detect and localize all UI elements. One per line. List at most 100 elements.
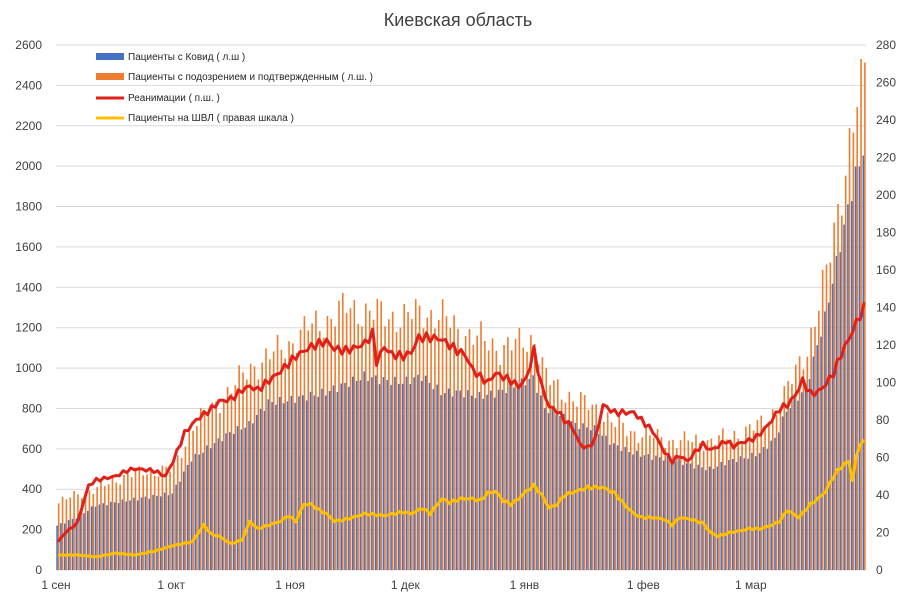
bar-suspected: [349, 308, 352, 570]
bar-suspected: [130, 477, 133, 570]
bar-covid: [87, 510, 89, 570]
bar-covid: [313, 395, 316, 570]
bar-covid: [597, 434, 600, 570]
bar-covid: [405, 376, 408, 570]
bar-covid: [325, 395, 327, 570]
bar-covid: [267, 399, 270, 570]
legend-label-suspected: Пациенты с подозрением и подтвержденным …: [128, 72, 373, 83]
chart-title: Киевская область: [384, 10, 533, 30]
bar-covid: [666, 455, 669, 570]
bar-covid: [417, 374, 419, 570]
x-tick-label: 1 мар: [735, 578, 767, 592]
bar-suspected: [199, 407, 202, 570]
bar-suspected: [437, 319, 440, 570]
bar-suspected: [722, 428, 724, 570]
bar-covid: [854, 166, 857, 571]
bar-suspected: [545, 368, 548, 570]
bar-suspected: [541, 357, 544, 570]
bar-covid: [213, 443, 216, 570]
left-tick-label: 1000: [15, 361, 42, 375]
bar-covid: [708, 466, 711, 570]
left-tick-label: 800: [22, 401, 42, 415]
bar-suspected: [365, 303, 367, 570]
x-tick-label: 1 ноя: [275, 578, 305, 592]
left-tick-label: 1200: [15, 321, 42, 335]
bar-covid: [574, 422, 577, 570]
bar-suspected: [779, 410, 782, 570]
bar-covid: [478, 392, 481, 570]
bar-covid: [524, 385, 527, 570]
right-tick-label: 80: [876, 413, 890, 427]
bar-suspected: [138, 466, 141, 570]
bar-covid: [298, 396, 300, 570]
bar-suspected: [257, 379, 260, 570]
bar-suspected: [295, 352, 298, 570]
bar-covid: [355, 380, 358, 570]
bar-suspected: [668, 440, 670, 570]
bar-suspected: [230, 393, 233, 570]
bar-suspected: [487, 350, 490, 570]
bar-covid: [470, 395, 473, 570]
bar-covid: [278, 397, 281, 570]
bar-suspected: [572, 401, 574, 570]
bar-suspected: [169, 471, 171, 570]
bar-suspected: [537, 364, 540, 570]
bar-suspected: [249, 363, 252, 570]
bar-covid: [259, 408, 262, 570]
bar-covid: [382, 377, 385, 570]
bar-covid: [413, 377, 415, 570]
bar-covid: [436, 384, 438, 570]
bar-suspected: [725, 439, 728, 570]
bar-covid: [206, 445, 208, 570]
bar-covid: [440, 395, 442, 570]
bar-suspected: [411, 319, 413, 570]
bar-suspected: [77, 494, 79, 570]
bar-covid: [397, 384, 400, 570]
bar-covid: [766, 448, 769, 570]
bar-covid: [659, 457, 661, 570]
right-tick-label: 120: [876, 338, 896, 352]
bar-covid: [589, 430, 592, 570]
right-tick-label: 140: [876, 301, 896, 315]
bar-covid: [282, 403, 285, 570]
bar-suspected: [699, 443, 701, 570]
bar-covid: [374, 375, 377, 570]
bar-suspected: [737, 438, 740, 570]
bar-suspected: [430, 310, 432, 570]
bar-suspected: [418, 305, 421, 570]
bar-suspected: [729, 439, 732, 570]
bar-suspected: [641, 437, 644, 570]
bar-covid: [459, 390, 461, 570]
bar-suspected: [391, 311, 394, 570]
bar-suspected: [510, 350, 513, 570]
bar-suspected: [741, 441, 743, 570]
bar-covid: [83, 513, 85, 570]
right-axis-ticks: 0 20 40 60 80 100 120 140 160 180 200 220 240 260 280: [876, 38, 896, 577]
bar-covid: [344, 382, 346, 570]
bar-covid: [198, 454, 200, 570]
bar-covid: [516, 386, 519, 570]
bar-covid: [401, 383, 404, 570]
bar-suspected: [146, 474, 148, 570]
bar-covid: [513, 387, 515, 570]
bar-covid: [328, 390, 331, 570]
bar-suspected: [522, 347, 525, 570]
bar-suspected: [176, 455, 179, 570]
bar-covid: [271, 401, 273, 570]
bar-covid: [497, 389, 500, 570]
bar-covid: [110, 501, 112, 570]
bar-covid: [363, 371, 366, 570]
bar-suspected: [814, 326, 816, 570]
left-tick-label: 400: [22, 482, 42, 496]
bar-suspected: [798, 356, 801, 570]
bar-suspected: [234, 385, 237, 570]
bar-suspected: [603, 421, 605, 570]
bar-suspected: [583, 395, 586, 570]
bar-suspected: [341, 293, 344, 570]
bar-suspected: [284, 358, 287, 570]
bar-covid: [739, 456, 742, 570]
bar-suspected: [706, 440, 709, 570]
bar-suspected: [276, 334, 279, 570]
bar-covid: [816, 345, 819, 570]
bar-covid: [789, 408, 792, 570]
